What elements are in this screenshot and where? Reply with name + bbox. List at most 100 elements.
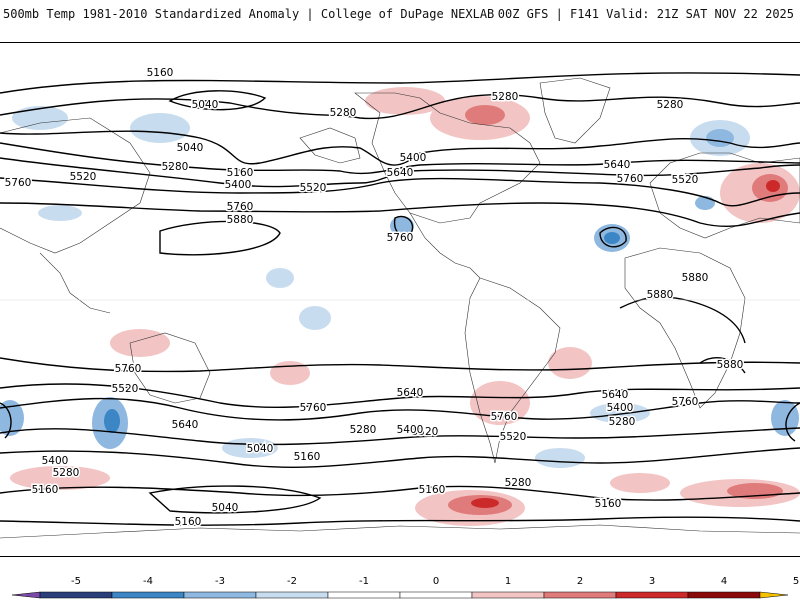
contour-label: 5400	[400, 152, 427, 164]
cold-anomaly	[104, 409, 120, 433]
cold-anomaly	[695, 196, 715, 210]
antarctica-outline	[0, 524, 800, 539]
contour-line	[0, 357, 800, 373]
height-contours	[0, 72, 800, 526]
contour-label: 5880	[227, 214, 254, 226]
contour-label: 5160	[32, 484, 59, 496]
colorbar-tick-label: 0	[433, 576, 439, 587]
model-run-info: 00Z GFS | F141 Valid: 21Z SAT NOV 22 202…	[497, 7, 794, 21]
colorbar-tick-label: 4	[721, 576, 727, 587]
contour-label: 5040	[212, 502, 239, 514]
contour-label: 5760	[387, 232, 414, 244]
colorbar-swatch	[399, 591, 473, 599]
colorbar-tick-label: 3	[649, 576, 655, 587]
cold-anomaly	[706, 129, 734, 147]
central-america-outline	[409, 212, 481, 279]
contour-label: 5280	[492, 91, 519, 103]
contour-line	[0, 72, 800, 94]
contour-line	[0, 142, 800, 175]
contour-label: 5280	[330, 107, 357, 119]
contour-label: 5400	[607, 402, 634, 414]
contour-label: 5040	[247, 443, 274, 455]
contour-label: 5520	[672, 174, 699, 186]
colorbar-tick-label: 1	[505, 576, 511, 587]
contour-label: 5640	[387, 167, 414, 179]
coastlines	[0, 77, 800, 539]
warm-anomaly	[110, 329, 170, 357]
colorbar-tick-label: -3	[215, 576, 225, 587]
contour-label: 5880	[682, 272, 709, 284]
cold-anomaly	[535, 448, 585, 468]
contour-label: 5400	[42, 455, 69, 467]
contour-line	[0, 130, 800, 166]
colorbar-swatches	[11, 591, 789, 599]
contour-line	[159, 220, 281, 256]
colorbar-swatch	[39, 591, 113, 599]
contour-label: 5640	[604, 159, 631, 171]
contour-label: 5280	[350, 424, 377, 436]
colorbar-tick-label: 2	[577, 576, 583, 587]
contour-label: 5280	[53, 467, 80, 479]
warm-anomaly	[270, 361, 310, 385]
contour-line	[0, 447, 800, 468]
contour-label: 5760	[617, 173, 644, 185]
contour-label: 5160	[175, 516, 202, 528]
contour-label: 5520	[300, 182, 327, 194]
contour-label: 5040	[177, 142, 204, 154]
cold-anomaly	[590, 403, 650, 423]
warm-anomaly	[465, 105, 505, 125]
contour-label: 5760	[300, 402, 327, 414]
contour-label: 5520	[70, 171, 97, 183]
contour-label: 5280	[162, 161, 189, 173]
contour-label: 5640	[397, 387, 424, 399]
colorbar-tick-label: -4	[143, 576, 153, 587]
colorbar-tick-label: 5	[793, 576, 799, 587]
contour-label: 5640	[172, 419, 199, 431]
colorbar-tick-label: -2	[287, 576, 297, 587]
contour-line	[0, 397, 800, 421]
colorbar-tick-label: -1	[359, 576, 369, 587]
contour-label: 5160	[419, 484, 446, 496]
anomaly-map: 5160 5040 5280 5280 5280 5040 5160 5400 5400 5520…	[0, 42, 800, 557]
alaska-outline	[299, 127, 361, 164]
contour-label: 5520	[500, 431, 527, 443]
contour-label: 5400	[225, 179, 252, 191]
contour-line	[785, 402, 800, 442]
contour-label: 5280	[505, 477, 532, 489]
contour-label: 5760	[227, 201, 254, 213]
anomaly-shading	[0, 87, 800, 526]
contour-line	[0, 177, 800, 207]
colorbar-swatch	[687, 591, 761, 599]
contour-label: 5160	[294, 451, 321, 463]
contour-line	[599, 226, 627, 248]
cold-anomaly	[0, 400, 24, 436]
contour-line	[0, 202, 800, 228]
contour-line	[393, 215, 414, 236]
australia-outline	[129, 332, 211, 404]
cold-anomaly	[299, 306, 331, 330]
warm-anomaly	[766, 180, 780, 192]
warm-anomaly	[610, 473, 670, 493]
warm-anomaly	[471, 498, 499, 508]
colorbar-swatch	[543, 591, 617, 599]
warm-anomaly	[470, 381, 530, 425]
contour-line	[0, 402, 12, 439]
contour-label: 5760	[5, 177, 32, 189]
south-america-outline	[464, 277, 561, 464]
map-canvas: 5160 5040 5280 5280 5280 5040 5160 5400 5400 5520…	[0, 66, 800, 539]
contour-line	[168, 90, 267, 111]
contour-label: 5160	[595, 498, 622, 510]
contour-label: 5040	[192, 99, 219, 111]
cold-anomaly	[604, 232, 620, 244]
contour-line	[148, 485, 322, 514]
warm-anomaly	[548, 347, 592, 379]
europe-outline	[649, 152, 800, 239]
contour-line	[619, 296, 746, 344]
contour-label: 5280	[609, 416, 636, 428]
anomaly-colorbar: -5 -4 -3 -2 -1 0 1 2 3 4 5	[0, 570, 800, 600]
map-header: 500mb Temp 1981-2010 Standardized Anomal…	[0, 0, 800, 28]
colorbar-canvas: -5 -4 -3 -2 -1 0 1 2 3 4 5	[11, 576, 799, 599]
contour-label: 5880	[647, 289, 674, 301]
contour-label: 5400	[397, 424, 424, 436]
colorbar-swatch	[327, 591, 401, 599]
